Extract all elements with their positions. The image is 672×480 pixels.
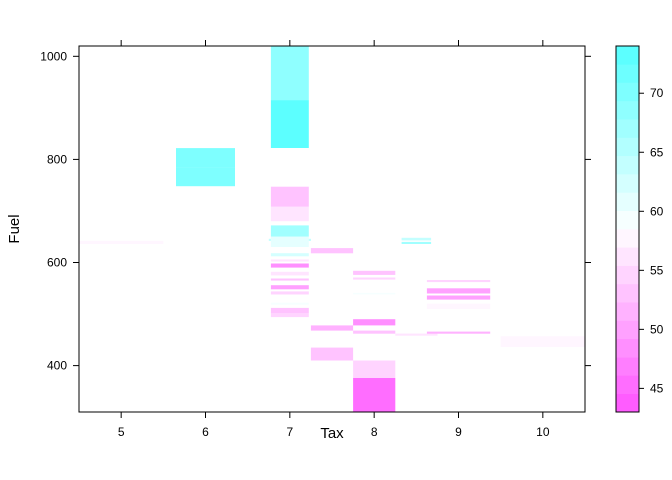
colorbar-band [616,210,639,230]
heatmap-cell [270,291,309,295]
x-tick-label: 6 [202,425,209,439]
colorbar-tick-label: 55 [650,263,664,277]
heatmap-cell [270,285,309,290]
x-axis-ticks: 5 6 7 8 9 10 [118,40,550,439]
colorbar-band [616,100,639,120]
colorbar-band [616,320,639,340]
plot-panel-frame [78,45,586,413]
heatmap-cell [310,248,354,254]
x-axis-title: Tax [320,425,344,442]
heatmap-cell [426,295,491,300]
x-tick-label: 9 [455,425,462,439]
heatmap-cell [401,241,432,244]
colorbar-band [616,247,639,266]
colorbar-band [616,393,639,413]
heatmap-cell [270,278,309,281]
heatmap-cell [270,46,309,101]
colorbar-tick-label: 60 [650,204,664,218]
heatmap-cell [353,270,396,275]
colorbar-band [616,338,639,358]
y-tick-label: 600 [47,256,67,270]
heatmap-cell [395,333,438,336]
heatmap-cell [270,263,309,268]
heatmap-cell [353,330,396,334]
y-tick-label: 800 [47,152,67,166]
colorbar-band [616,119,639,138]
heatmap-cell [270,225,309,237]
colorbar-band [616,82,639,102]
heatmap-cell [310,325,354,331]
y-axis-title: Fuel [6,214,23,243]
x-tick-label: 7 [286,425,293,439]
heatmap-cell [270,100,309,148]
heatmap-cell [270,313,309,318]
heatmap-cell [353,360,396,378]
heatmap-cell [353,292,396,295]
x-tick-label: 5 [118,425,125,439]
colorbar-band [616,302,639,321]
colorbar-tick-label: 50 [650,322,664,336]
heatmap-cell [426,331,491,334]
heatmap-cell [353,378,396,412]
heatmap-cell [176,148,235,168]
heatmap-cell [500,336,585,347]
colorbar-tick-label: 70 [650,86,664,100]
heatmap-cell [270,236,309,247]
y-tick-label: 400 [47,359,67,373]
colorbar-band [616,46,639,65]
colorbar-band [616,64,639,83]
heatmap-cell [401,237,432,241]
colorbar: 45 50 55 60 65 70 [615,45,664,413]
heatmap-cell [353,277,396,280]
heatmap-cell [270,307,309,314]
heatmap-cell [176,167,235,187]
heatmap-cell [310,347,354,361]
x-tick-label: 10 [536,425,550,439]
heatmap-cell [79,240,164,244]
heatmap-cell [426,280,491,283]
colorbar-band [616,265,639,285]
colorbar-band [616,357,639,376]
colorbar-band [616,155,639,175]
heatmap-cell [270,302,309,305]
colorbar-band [616,137,639,157]
heatmap-cell [270,253,309,257]
colorbar-tick-label: 45 [650,381,664,395]
heatmap-cell [353,319,396,326]
colorbar-band [616,174,639,193]
heatmap-cell [270,186,309,207]
heatmap-cell [426,303,491,309]
heatmap-cell [426,288,491,294]
heatmap-cell [270,206,309,222]
colorbar-band [616,229,639,248]
heatmap-cell [270,259,309,262]
colorbar-tick-label: 65 [650,145,664,159]
heatmap-cell [270,271,309,276]
y-axis-ticks: 400 600 800 1000 [40,49,591,373]
colorbar-band [616,192,639,211]
y-tick-label: 1000 [40,49,67,63]
colorbar-frame [615,45,640,413]
x-tick-label: 8 [371,425,378,439]
colorbar-band [616,375,639,394]
heatmap-cells [79,46,585,412]
colorbar-band [616,283,639,303]
